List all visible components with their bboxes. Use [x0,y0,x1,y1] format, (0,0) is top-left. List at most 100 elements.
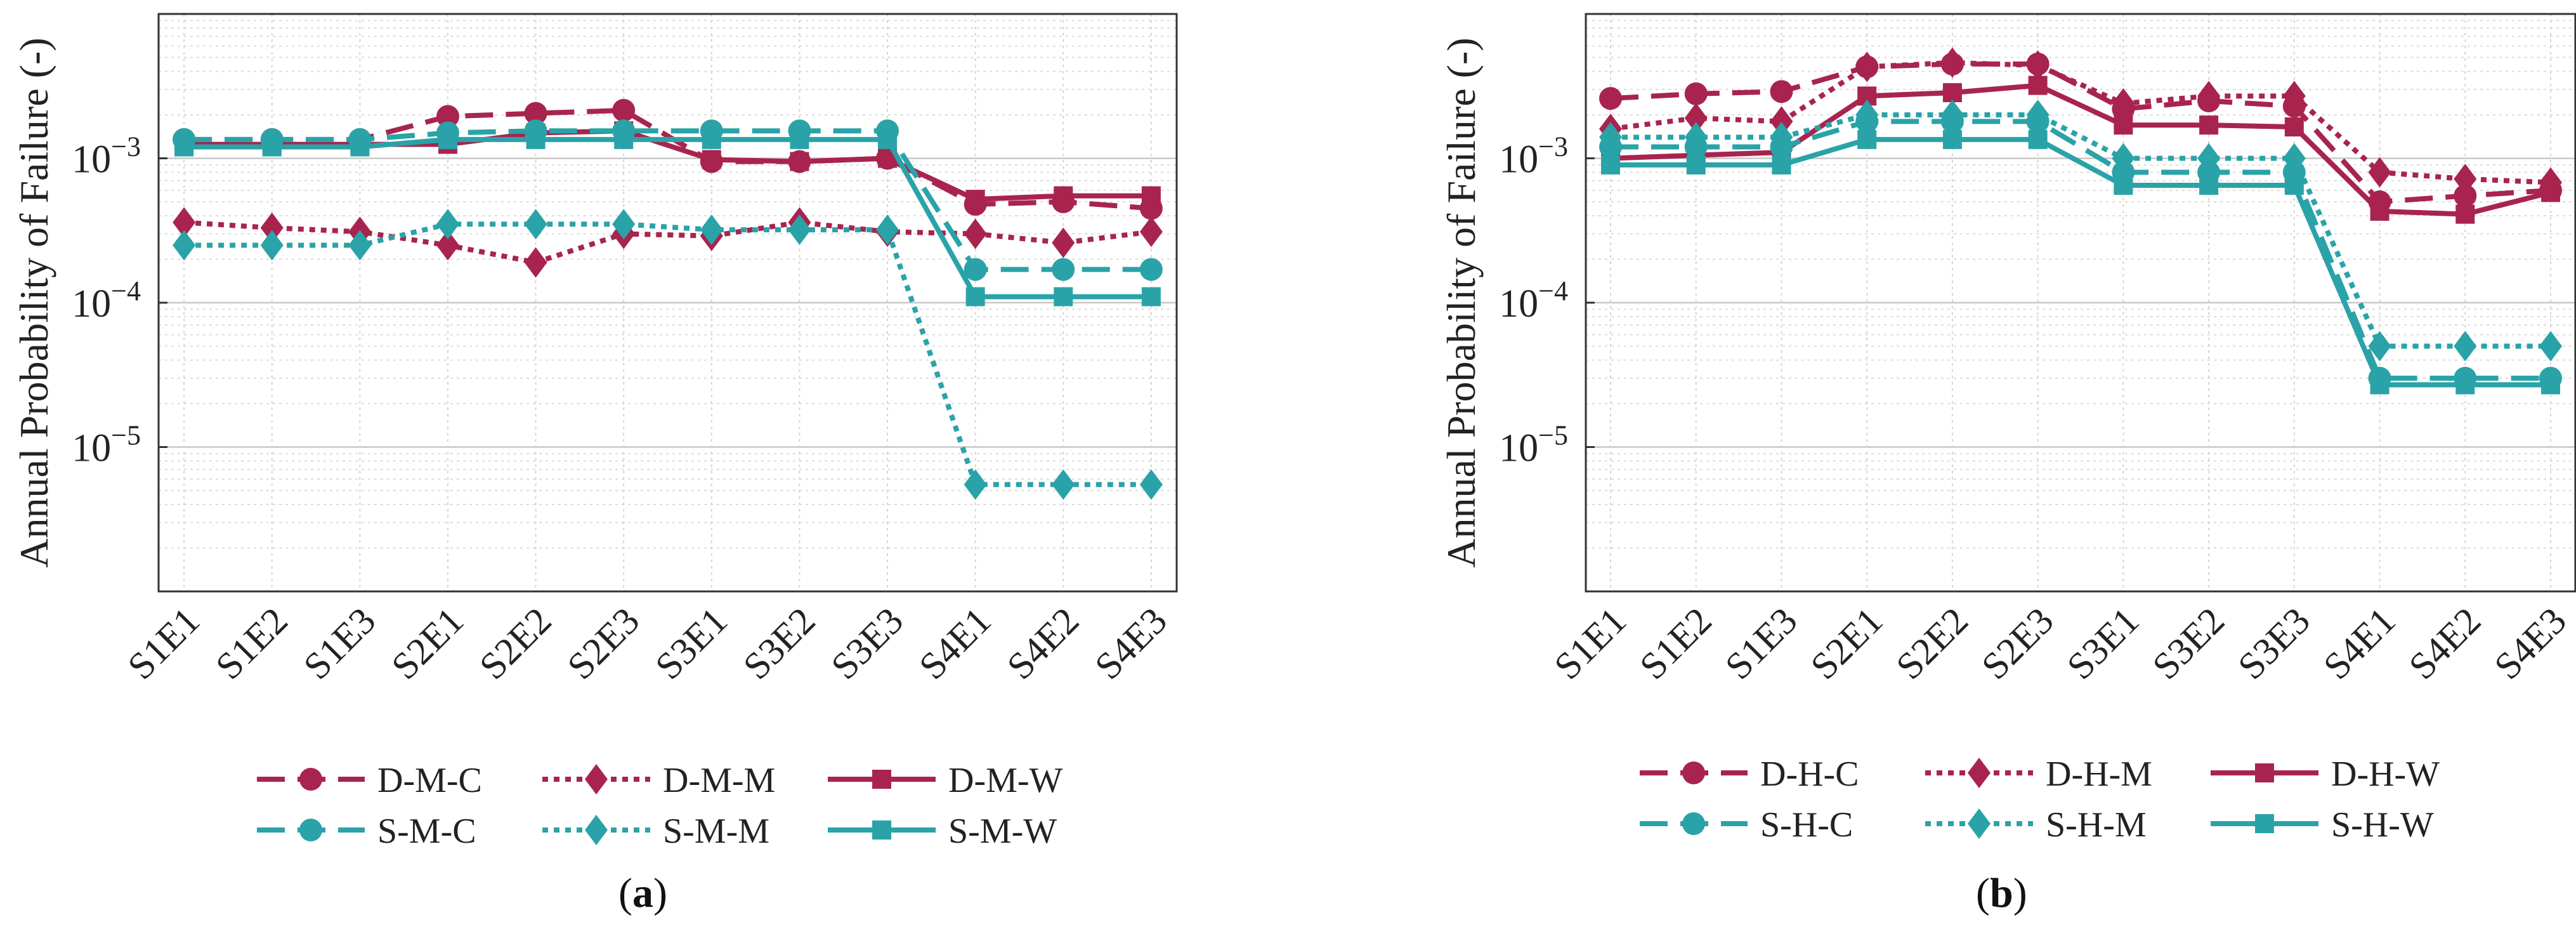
legend: D-H-C D-H-M D-H-W S-H-C S-H-M S-H-W [1640,754,2440,845]
data-point [436,230,459,261]
x-tick-label: S1E3 [296,600,384,688]
legend-marker [585,815,608,845]
legend-label: D-M-C [377,761,482,800]
series-line [183,220,1152,265]
x-tick-label: S4E2 [999,600,1087,688]
legend-marker [872,770,891,789]
data-point [2539,331,2562,362]
data-point [1684,122,1708,153]
legend-marker [872,820,891,840]
data-point [964,469,987,500]
chart-panel-a: 10−5 10−4 10−3 Annual Probability of Failur… [0,0,1288,926]
data-point [2114,115,2133,135]
data-point [1686,155,1706,175]
x-tick-label: S4E3 [2487,600,2575,688]
x-tick-label: S4E3 [1087,600,1175,688]
y-tick-label: 10−3 [1499,131,1568,181]
series-line [184,107,1152,211]
data-point [700,214,723,246]
series-s-m-m [173,209,1163,500]
data-point [1770,80,1793,103]
data-point [524,209,547,240]
x-tick-label: S3E1 [647,600,735,688]
data-point [1139,258,1163,281]
data-point [1940,47,1964,78]
data-point [436,209,459,240]
data-point [2284,176,2304,195]
legend-label: D-M-W [948,761,1063,800]
x-tick-label: S3E2 [2145,600,2233,688]
data-point [790,152,809,171]
data-point [1940,100,1964,131]
data-point [2368,331,2391,362]
data-point [350,137,370,157]
data-point [1139,469,1163,500]
data-point [2541,375,2560,395]
data-point [2026,100,2050,131]
series-line [1611,112,2551,349]
data-point [2454,331,2477,362]
series-line [1611,136,2551,388]
data-point [2368,157,2391,188]
legend-label: S-M-C [377,812,476,851]
x-tick-label: S3E3 [2230,600,2318,688]
data-point [1052,258,1075,281]
data-point [2370,201,2390,221]
data-point [2455,375,2475,395]
panel-a-caption: (a) [618,870,667,916]
data-point [526,129,546,149]
data-point [438,129,457,149]
x-tick-label: S1E2 [1631,600,1720,688]
legend-marker [1968,808,1991,839]
x-tick-label: S4E2 [2401,600,2489,688]
data-point [1942,83,1962,103]
data-point [2114,176,2133,195]
legend-marker [2255,763,2274,782]
series-line [1611,119,2551,381]
data-point [1139,216,1163,247]
x-tick-label: S2E3 [1973,600,2062,688]
data-point [2454,163,2477,194]
x-tick-label: S3E1 [2059,600,2147,688]
data-point [173,230,196,261]
data-point [2454,184,2477,208]
y-tick-label: 10−5 [72,420,141,470]
data-point [1141,287,1161,306]
data-point [612,209,636,240]
data-point [1770,122,1793,153]
chart-panel-b: 10−5 10−4 10−3 Annual Probability of Failur… [1288,0,2576,926]
data-point [612,98,636,122]
grid [1586,14,2575,593]
data-point [348,230,372,261]
x-tick-label: S1E3 [1717,600,1805,688]
data-point [1141,186,1161,206]
data-point [964,218,987,249]
series-d-h-c [1599,52,2562,213]
y-tick-label: 10−5 [1499,420,1568,470]
data-point [436,105,459,128]
data-point [2112,143,2135,174]
data-point [173,207,196,238]
data-point [1599,122,1622,153]
chart-a-svg: 10−5 10−4 10−3 Annual Probability of Failur… [11,13,1178,851]
legend-marker [1682,812,1705,835]
legend-label: S-M-W [948,812,1057,851]
legend-marker [1682,761,1705,784]
grid [159,14,1177,593]
y-axis-label: Annual Probability of Failure (-) [1439,37,1484,567]
chart-b-svg: 10−5 10−4 10−3 Annual Probability of Failur… [1439,13,2576,845]
panel-b-caption: (b) [1976,870,2027,916]
legend-label: D-H-M [2046,754,2152,794]
x-tick-label: S2E2 [1888,600,1976,688]
series-line [184,128,1151,202]
data-point [614,129,634,149]
data-point [788,214,811,246]
x-tick-label: S2E2 [471,600,559,688]
data-point [524,247,547,278]
data-point [2199,115,2219,135]
x-tick-label: S3E3 [823,600,912,688]
data-point [878,129,898,149]
data-point [1684,103,1708,134]
x-tick-label: S2E1 [384,600,472,688]
data-point [702,129,721,149]
